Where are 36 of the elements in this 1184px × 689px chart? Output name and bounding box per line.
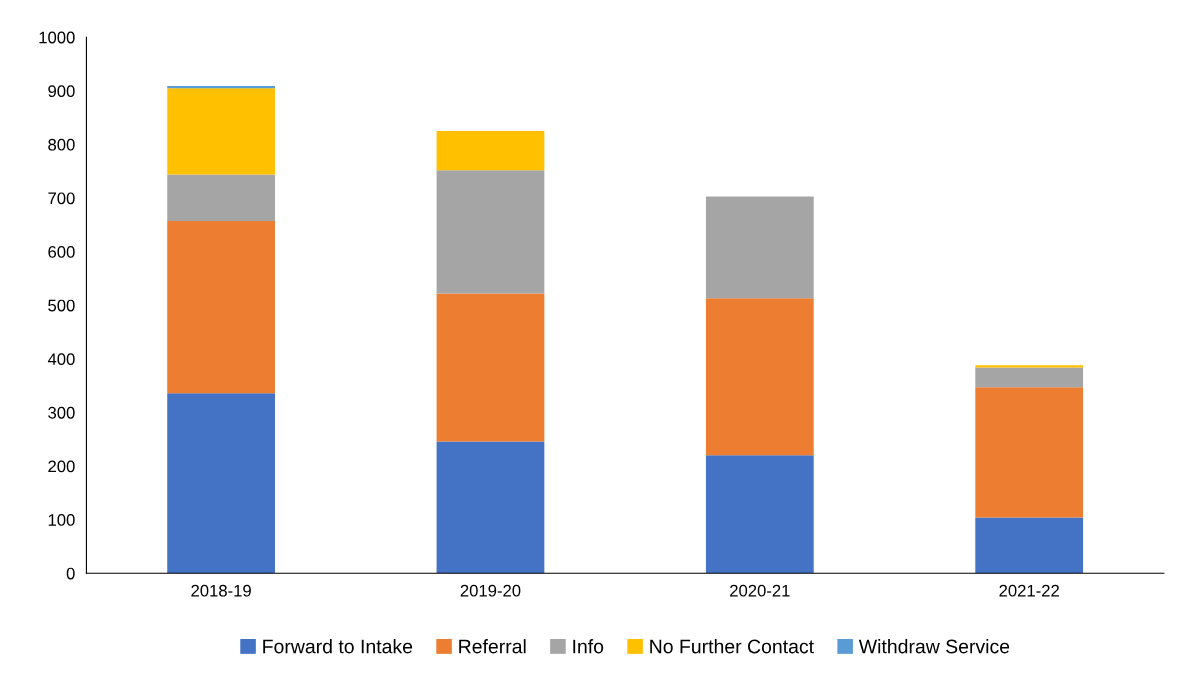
legend-label: Info	[573, 639, 604, 654]
bar	[436, 441, 545, 574]
y-tick-label: 1000	[39, 31, 75, 44]
bar	[167, 174, 275, 222]
legend-label: No Further Contact	[650, 639, 814, 654]
bar	[436, 293, 545, 442]
bar	[167, 85, 275, 89]
y-tick-label: 200	[48, 460, 75, 473]
x-tick-label: 2020-21	[730, 584, 790, 597]
y-tick-label: 700	[48, 192, 75, 205]
bar	[975, 367, 1084, 388]
y-tick-label: 800	[48, 138, 75, 151]
bar	[975, 517, 1084, 574]
x-tick-label: 2021-22	[999, 584, 1059, 597]
bar	[167, 88, 275, 175]
y-tick-label: 300	[48, 406, 75, 419]
bar	[975, 387, 1084, 518]
y-tick-label: 100	[48, 514, 75, 526]
bar	[705, 196, 814, 299]
legend-label: Referral	[459, 639, 526, 654]
y-tick-label: 0	[66, 567, 75, 580]
y-tick-label: 500	[48, 299, 75, 312]
bar	[705, 455, 814, 574]
bar	[436, 170, 545, 294]
bar	[975, 365, 1084, 368]
y-tick-label: 900	[48, 85, 75, 98]
legend-label: Forward to Intake	[263, 639, 413, 654]
x-tick-label: 2019-20	[460, 584, 521, 597]
bar	[436, 131, 545, 171]
x-tick-label: 2018-19	[191, 584, 251, 597]
y-tick-label: 600	[48, 246, 75, 258]
y-tick-label: 400	[47, 353, 75, 366]
bar	[167, 393, 275, 574]
legend-label: Withdraw Service	[858, 639, 1010, 654]
bar	[705, 298, 814, 456]
bar	[167, 221, 275, 394]
